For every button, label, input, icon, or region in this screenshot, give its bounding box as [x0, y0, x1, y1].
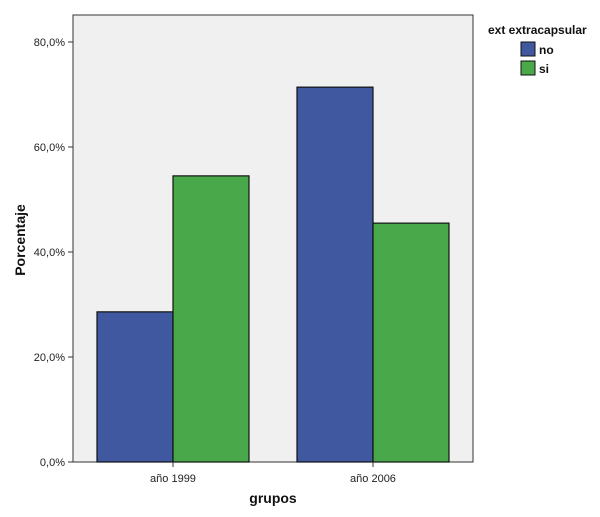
bar-no-1 [296, 86, 374, 463]
y-tick-label: 80,0% [34, 37, 65, 49]
x-tick-label: año 1999 [150, 473, 196, 485]
bar-no-0 [96, 311, 174, 463]
x-axis: año 1999 año 2006 [150, 462, 396, 485]
legend-items: no si [520, 41, 554, 76]
legend-swatch-si [520, 60, 536, 76]
legend-label-no: no [539, 43, 554, 57]
bar-si-1 [372, 222, 450, 463]
y-axis-title: Porcentaje [12, 204, 28, 276]
y-tick-label: 40,0% [34, 247, 65, 259]
bar-si-0 [172, 175, 250, 463]
legend: ext extracapsular no si [488, 23, 587, 76]
y-tick-label: 60,0% [34, 142, 65, 154]
x-tick-label: año 2006 [350, 473, 396, 485]
legend-label-si: si [539, 62, 549, 76]
y-tick-label: 20,0% [34, 352, 65, 364]
legend-title: ext extracapsular [488, 23, 587, 37]
x-axis-title: grupos [249, 490, 297, 506]
y-axis: 0,0% 20,0% 40,0% 60,0% 80,0% [34, 37, 73, 469]
bars-group [96, 86, 450, 463]
legend-swatch-no [520, 41, 536, 57]
y-tick-label: 0,0% [40, 457, 65, 469]
